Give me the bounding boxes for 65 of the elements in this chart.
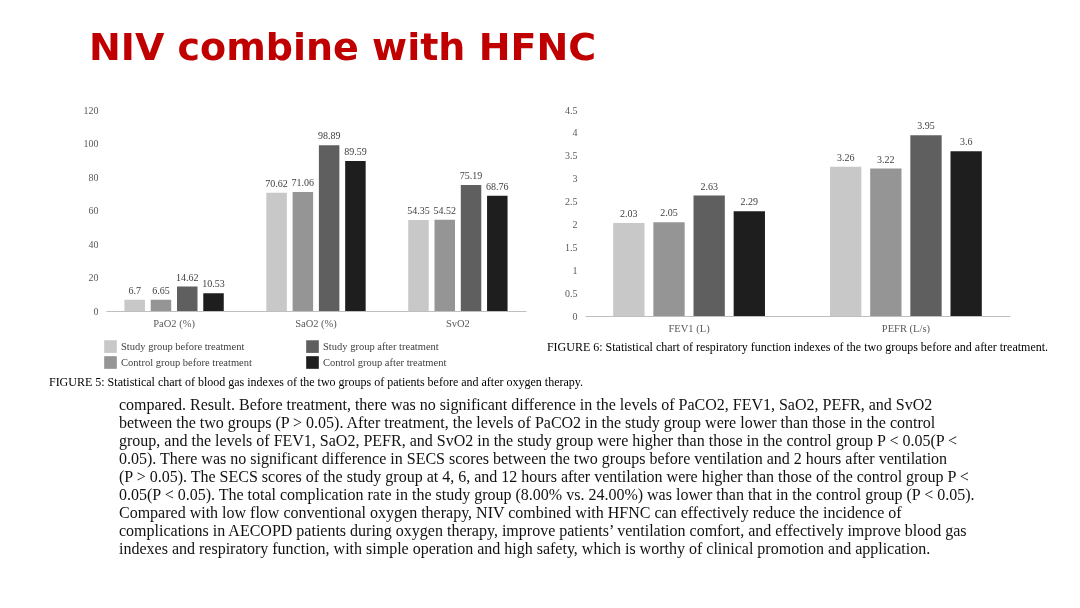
bar <box>203 293 224 311</box>
y-tick-label: 1 <box>572 264 578 276</box>
y-tick-label: 4.5 <box>565 104 578 116</box>
legend-label: Control group after treatment <box>323 356 447 368</box>
data-label: 54.52 <box>433 204 456 216</box>
bar <box>177 286 198 311</box>
x-tick-label: SvO2 <box>445 317 470 329</box>
y-tick-label: 0.5 <box>565 287 578 299</box>
y-tick-label: 2.5 <box>565 196 578 208</box>
bar <box>733 211 765 316</box>
legend-label: Study group before treatment <box>121 340 245 352</box>
bar <box>434 219 455 311</box>
bar <box>910 135 942 316</box>
bar <box>487 195 508 311</box>
caption: FIGURE 6: Statistical chart of respiratory function indexes of the two groups before and after treatment. <box>546 339 1049 354</box>
caption: FIGURE 5: Statistical chart of blood gas indexes of the two groups of patients before and after oxygen therapy. <box>48 375 584 389</box>
text: compared. Result. Before treatment, there was no significant difference in the levels of PaCO2, FEV1, SaO2, PEFR, and SvO2 between the two groups (P > 0.05). After treatment, the levels of PaCO2 in the study group were lower than those in the control group, and the levels of FEV1, SaO2, PEFR, and SvO2 in the study group were higher than those in the control group P < 0.05(P < 0.05). There was no significant difference in SECS scores between the two groups before ventilation and 2 hours after ventilation (P > 0.05). The SECS scores of the study group at 4, 6, and 12 hours after ventilation were higher than those of the control group P < 0.05(P < 0.05). The total complication rate in the study group (8.00% vs. 24.00%) was lower than that in the control group (P < 0.05). Compared with low flow conventional oxygen therapy, NIV combined with HFNC can effectively reduce the incidence of complications in AECOPD patients during oxygen therapy, improve patients’ ventilation comfort, and effectively improve blood gas indexes and respiratory function, with simple operation and high safety, which is worthy of clinical promotion and application. <box>119 396 975 557</box>
y-tick-label: 0 <box>572 310 578 322</box>
x-tick-label: SaO2 (%) <box>295 317 338 330</box>
y-tick-label: 2 <box>572 218 578 230</box>
data-label: 3.95 <box>917 120 935 132</box>
y-tick-label: 80 <box>88 171 99 183</box>
legend-label: Control group before treatment <box>121 356 252 368</box>
bar <box>318 145 340 311</box>
data-label: 89.59 <box>344 145 367 157</box>
data-label: 2.63 <box>700 180 718 192</box>
y-tick-label: 0 <box>93 305 99 317</box>
y-tick-label: 60 <box>88 205 99 216</box>
data-label: 14.62 <box>176 271 199 283</box>
y-tick-label: 40 <box>88 238 99 250</box>
data-label: 2.29 <box>740 196 759 208</box>
data-label: 3.26 <box>836 151 855 163</box>
y-tick-label: 1.5 <box>565 241 578 253</box>
data-label: 71.06 <box>291 176 315 188</box>
data-label: 68.76 <box>486 180 509 192</box>
bar <box>345 160 366 311</box>
bar <box>460 185 482 311</box>
data-label: 2.05 <box>660 207 678 219</box>
y-tick-label: 3.5 <box>565 150 578 162</box>
legend-label: Study group after treatment <box>323 340 439 352</box>
bar <box>150 299 172 311</box>
bar <box>870 168 902 316</box>
y-tick-label: 120 <box>83 104 99 116</box>
x-tick-label: PEFR (L/s) <box>881 322 931 335</box>
data-label: 54.35 <box>407 204 430 216</box>
data-label: 70.62 <box>265 177 288 189</box>
chart-title: NIV combine with HFNC <box>88 25 597 69</box>
data-label: 6.65 <box>152 284 170 296</box>
data-label: 6.7 <box>128 284 141 296</box>
y-tick-label: 3 <box>572 173 578 185</box>
data-label: 10.53 <box>202 278 225 290</box>
data-label: 75.19 <box>459 170 483 182</box>
bar <box>950 151 982 316</box>
data-label: 98.89 <box>317 130 341 142</box>
data-label: 2.03 <box>620 208 638 220</box>
data-label: 3.6 <box>959 136 973 148</box>
x-tick-label: PaO2 (%) <box>153 317 196 330</box>
data-label: 3.22 <box>877 153 895 165</box>
bar <box>292 191 314 311</box>
x-tick-label: FEV1 (L) <box>668 322 711 335</box>
bar <box>653 222 685 316</box>
y-tick-label: 100 <box>83 138 99 149</box>
y-tick-label: 4 <box>572 127 578 139</box>
y-tick-label: 20 <box>88 272 99 283</box>
bar <box>693 195 725 316</box>
